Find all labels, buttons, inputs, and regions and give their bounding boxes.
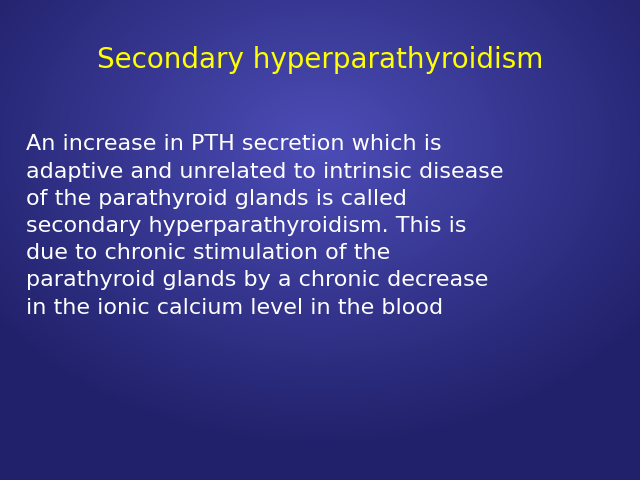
Text: An increase in PTH secretion which is
adaptive and unrelated to intrinsic diseas: An increase in PTH secretion which is ad… <box>26 134 503 318</box>
Text: Secondary hyperparathyroidism: Secondary hyperparathyroidism <box>97 46 543 74</box>
